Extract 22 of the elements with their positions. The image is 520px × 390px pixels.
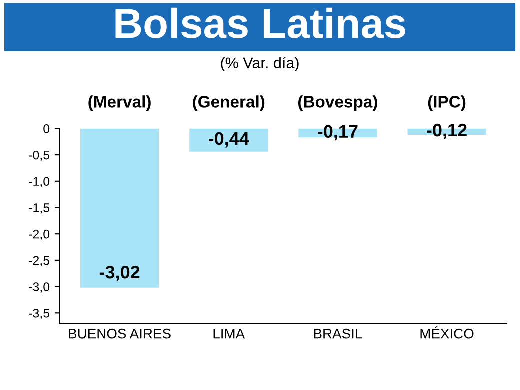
y-tick-label: 0 (44, 124, 50, 134)
text: (IPC) (428, 96, 466, 112)
data-label: -0,17 (318, 125, 358, 141)
data-label: -0,12 (427, 124, 467, 140)
y-tick-label: -3,5 (29, 308, 50, 320)
y-tick-label: -3,0 (29, 282, 50, 293)
data-label: -3,02 (100, 266, 140, 282)
y-tick-label: -2,0 (29, 230, 50, 240)
x-tick-label: BUENOS AIRES (69, 328, 171, 339)
y-tick-label: -0,5 (29, 150, 50, 162)
text: (Merval) (88, 96, 151, 112)
text: (General) (193, 96, 265, 112)
chart-title: Bolsas Latinas (116, 8, 406, 38)
y-tick-label: -1,5 (29, 204, 50, 214)
chart-subtitle: (% Var. día) (221, 57, 299, 72)
data-label: -0,44 (208, 132, 250, 148)
x-tick-label: LIMA (214, 329, 246, 339)
text: (Bovespa) (298, 96, 378, 112)
x-tick-label: MÉXICO (420, 326, 474, 339)
y-tick-label: -2,5 (29, 256, 50, 267)
y-tick-label: -1,0 (29, 177, 50, 188)
x-tick-label: BRASIL (314, 328, 362, 339)
